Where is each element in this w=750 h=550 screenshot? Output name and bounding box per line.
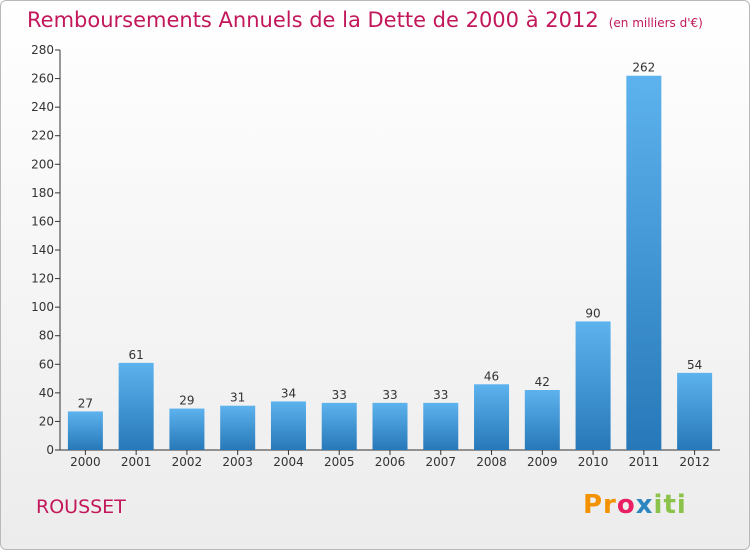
commune-name: ROUSSET — [36, 496, 126, 518]
x-tick-label: 2010 — [578, 455, 609, 469]
bar-value-label: 90 — [585, 306, 600, 320]
x-tick-label: 2002 — [172, 455, 203, 469]
bar-value-label: 46 — [484, 369, 499, 383]
y-tick-label: 60 — [39, 357, 54, 371]
bar-value-label: 33 — [433, 388, 448, 402]
bar — [372, 402, 408, 450]
logo-part-4: iti — [653, 490, 687, 520]
y-tick-label: 240 — [31, 100, 54, 114]
x-tick-label: 2008 — [476, 455, 507, 469]
x-tick-label: 2005 — [324, 455, 355, 469]
bar-value-label: 33 — [382, 388, 397, 402]
logo-part-3: x — [635, 490, 654, 520]
bar — [321, 402, 357, 450]
y-tick-label: 220 — [31, 129, 54, 143]
y-tick-label: 20 — [39, 414, 54, 428]
y-tick-label: 80 — [39, 329, 54, 343]
x-tick-label: 2009 — [527, 455, 558, 469]
bar — [169, 408, 205, 450]
y-tick-label: 200 — [31, 157, 54, 171]
bar — [524, 390, 560, 450]
bar — [474, 384, 510, 450]
y-tick-label: 40 — [39, 386, 54, 400]
x-tick-label: 2007 — [425, 455, 456, 469]
bar — [67, 411, 103, 450]
bar — [270, 401, 306, 450]
x-tick-label: 2004 — [273, 455, 304, 469]
chart-title: Remboursements Annuels de la Dette de 20… — [27, 8, 703, 32]
x-tick-label: 2000 — [70, 455, 101, 469]
y-tick-label: 140 — [31, 243, 54, 257]
y-tick-label: 100 — [31, 300, 54, 314]
bar — [118, 362, 154, 450]
y-tick-label: 120 — [31, 272, 54, 286]
bar-value-label: 27 — [78, 396, 93, 410]
x-tick-label: 2006 — [375, 455, 406, 469]
x-tick-label: 2011 — [629, 455, 660, 469]
bar-value-label: 61 — [129, 348, 144, 362]
y-tick-label: 260 — [31, 72, 54, 86]
chart-title-text: Remboursements Annuels de la Dette de 20… — [27, 8, 599, 32]
y-tick-label: 280 — [31, 43, 54, 57]
x-tick-label: 2012 — [679, 455, 710, 469]
bar-value-label: 29 — [179, 394, 194, 408]
bar-value-label: 54 — [687, 358, 702, 372]
y-tick-label: 180 — [31, 186, 54, 200]
x-tick-label: 2003 — [222, 455, 253, 469]
y-tick-label: 160 — [31, 214, 54, 228]
bar — [575, 321, 611, 450]
proxiti-logo: Proxiti — [583, 490, 687, 520]
bar-value-label: 262 — [632, 61, 655, 75]
logo-part-1: Pr — [583, 490, 617, 520]
bar-value-label: 42 — [535, 375, 550, 389]
chart-unit: (en milliers d'€) — [608, 16, 703, 30]
bar — [626, 75, 662, 450]
bar — [220, 405, 256, 450]
logo-part-2: o — [616, 490, 636, 520]
bar — [423, 402, 459, 450]
bar — [677, 372, 713, 450]
bar-value-label: 33 — [332, 388, 347, 402]
bar-value-label: 34 — [281, 386, 296, 400]
x-tick-label: 2001 — [121, 455, 152, 469]
bar-value-label: 31 — [230, 391, 245, 405]
y-tick-label: 0 — [46, 443, 54, 457]
